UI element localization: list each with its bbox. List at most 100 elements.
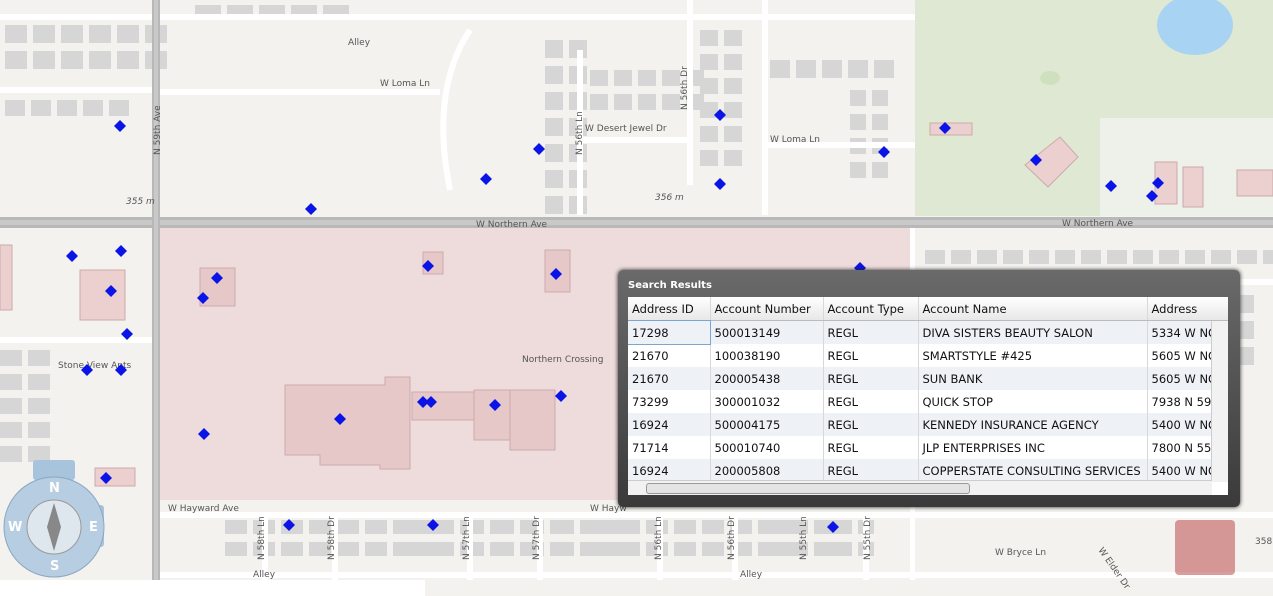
building bbox=[225, 520, 247, 534]
building bbox=[700, 30, 718, 46]
building bbox=[5, 51, 27, 69]
column-header[interactable]: Account Name bbox=[918, 297, 1148, 321]
cell: 5605 W NO bbox=[1147, 367, 1228, 390]
cell: REGL bbox=[823, 436, 919, 459]
building bbox=[874, 60, 894, 78]
column-header[interactable]: Account Type bbox=[823, 297, 919, 321]
map-pin[interactable] bbox=[121, 328, 133, 340]
cell: 21670 bbox=[628, 344, 711, 367]
result-row[interactable]: 21670 200005438 REGL SUN BANK 5605 W NO bbox=[628, 367, 1228, 390]
map-pin[interactable] bbox=[878, 146, 890, 158]
building bbox=[638, 70, 656, 86]
map-pin[interactable] bbox=[427, 519, 439, 531]
result-row[interactable]: 73299 300001032 REGL QUICK STOP 7938 N 59 bbox=[628, 390, 1228, 413]
map-pin[interactable] bbox=[533, 143, 545, 155]
building bbox=[89, 25, 111, 43]
cell: REGL bbox=[823, 320, 919, 344]
map-pin[interactable] bbox=[66, 250, 78, 262]
result-row[interactable]: 71714 500010740 REGL JLP ENTERPRISES INC 780… bbox=[628, 436, 1228, 459]
map-pin[interactable] bbox=[305, 203, 317, 215]
building bbox=[590, 94, 608, 110]
building bbox=[724, 126, 742, 142]
map-pin[interactable] bbox=[555, 390, 567, 402]
building bbox=[638, 94, 656, 110]
map-pin[interactable] bbox=[714, 109, 726, 121]
street-label: W Loma Ln bbox=[380, 79, 430, 89]
building bbox=[0, 446, 22, 462]
map-pin[interactable] bbox=[1146, 190, 1158, 202]
map-pin[interactable] bbox=[1105, 180, 1117, 192]
building bbox=[1159, 250, 1179, 264]
map-pin[interactable] bbox=[417, 396, 429, 408]
street-label: W Hayw bbox=[590, 504, 627, 514]
cell: 5605 W NO bbox=[1147, 344, 1228, 367]
building bbox=[365, 520, 387, 534]
building bbox=[770, 542, 786, 556]
cell: 500013149 bbox=[710, 320, 824, 344]
building bbox=[836, 542, 852, 556]
compass-w: W bbox=[8, 520, 22, 535]
column-header[interactable]: Account Number bbox=[710, 297, 824, 321]
building bbox=[590, 70, 608, 86]
map-pin[interactable] bbox=[550, 268, 562, 280]
building bbox=[1133, 250, 1153, 264]
map-pin[interactable] bbox=[115, 245, 127, 257]
map-pin[interactable] bbox=[425, 396, 437, 408]
horizontal-scrollbar[interactable] bbox=[628, 480, 1212, 495]
map-pin[interactable] bbox=[115, 364, 127, 376]
result-row[interactable]: 16924 200005808 REGL COPPERSTATE CONSULTING… bbox=[628, 459, 1228, 482]
map-pin[interactable] bbox=[1030, 154, 1042, 166]
building bbox=[309, 542, 331, 556]
map-pin[interactable] bbox=[1152, 177, 1164, 189]
building bbox=[590, 520, 612, 534]
street-label: N 56th Dr bbox=[727, 516, 737, 560]
map-pin[interactable] bbox=[211, 272, 223, 284]
scale-label: 356 m bbox=[655, 193, 684, 203]
building bbox=[61, 51, 83, 69]
building bbox=[117, 25, 139, 43]
building bbox=[951, 250, 971, 264]
building bbox=[702, 542, 724, 556]
cell: 500010740 bbox=[710, 436, 824, 459]
building bbox=[814, 542, 830, 556]
building bbox=[83, 100, 103, 116]
result-row[interactable]: 21670 100038190 REGL SMARTSTYLE #425 5605 W … bbox=[628, 344, 1228, 367]
map-pin[interactable] bbox=[489, 399, 501, 411]
map-pin[interactable] bbox=[334, 413, 346, 425]
column-header[interactable]: Address ID bbox=[628, 297, 711, 321]
building bbox=[1211, 250, 1231, 264]
map-pin[interactable] bbox=[198, 428, 210, 440]
building bbox=[724, 30, 742, 46]
building bbox=[490, 542, 514, 556]
map-pin[interactable] bbox=[100, 472, 112, 484]
building bbox=[618, 542, 640, 556]
building bbox=[33, 25, 55, 43]
map-pin[interactable] bbox=[81, 364, 93, 376]
building bbox=[1055, 250, 1075, 264]
panel-title: Search Results bbox=[628, 280, 712, 291]
cell: 16924 bbox=[628, 413, 711, 436]
building bbox=[796, 60, 816, 78]
map-pin[interactable] bbox=[105, 285, 117, 297]
map-pin[interactable] bbox=[480, 173, 492, 185]
column-header[interactable]: Address bbox=[1147, 297, 1228, 321]
map-pin[interactable] bbox=[827, 521, 839, 533]
building bbox=[590, 542, 612, 556]
cell: REGL bbox=[823, 413, 919, 436]
building bbox=[872, 90, 888, 106]
map-pin[interactable] bbox=[114, 120, 126, 132]
map-pin[interactable] bbox=[283, 519, 295, 531]
vertical-scrollbar[interactable] bbox=[1211, 321, 1228, 481]
building bbox=[550, 542, 574, 556]
street-label: N 55th Ln bbox=[799, 516, 809, 560]
compass[interactable]: N W E S bbox=[3, 460, 105, 578]
map-pin[interactable] bbox=[939, 122, 951, 134]
scale-label: 358 bbox=[1255, 537, 1272, 547]
result-row[interactable]: 16924 500004175 REGL KENNEDY INSURANCE AGEN… bbox=[628, 413, 1228, 436]
cell: 200005438 bbox=[710, 367, 824, 390]
building bbox=[28, 398, 50, 414]
map-pin[interactable] bbox=[714, 178, 726, 190]
map-pin[interactable] bbox=[422, 260, 434, 272]
result-row[interactable]: 17298 500013149 REGL DIVA SISTERS BEAUTY SA… bbox=[628, 319, 1228, 345]
map-pin[interactable] bbox=[197, 292, 209, 304]
